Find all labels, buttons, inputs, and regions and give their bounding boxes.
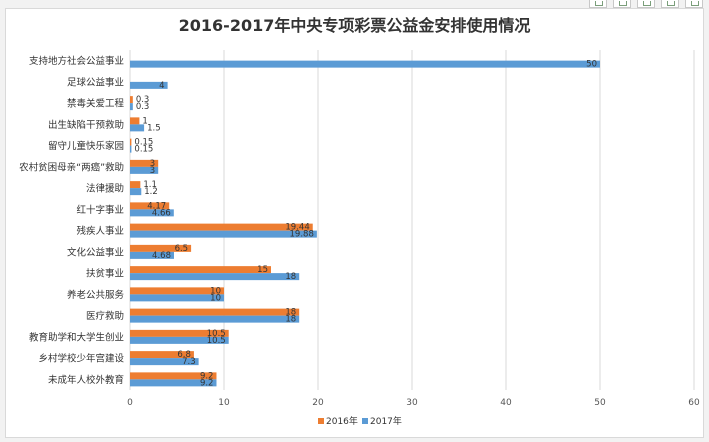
chart-toolbar <box>589 0 703 8</box>
data-label: 9.2 <box>200 378 214 388</box>
data-label: 15 <box>257 265 268 275</box>
bar-2017 <box>130 251 174 259</box>
data-label: 4.17 <box>147 201 166 211</box>
bar-2016 <box>130 202 170 210</box>
data-label: 0.3 <box>136 102 150 112</box>
category-label: 养老公共服务 <box>67 289 125 301</box>
category-label: 禁毒关爱工程 <box>67 98 125 110</box>
bar-2017 <box>130 103 133 111</box>
bar-2016 <box>130 287 224 295</box>
chart-tool-icon-3[interactable] <box>637 0 655 8</box>
legend-swatch <box>318 418 324 424</box>
category-label: 红十字事业 <box>76 204 124 216</box>
category-label: 医疗救助 <box>86 310 124 322</box>
category-label: 乡村学校少年宫建设 <box>38 353 124 365</box>
data-label: 18 <box>285 308 296 318</box>
bar-2017 <box>130 273 300 281</box>
bar-2016 <box>130 138 132 146</box>
data-label: 19.88 <box>290 230 314 240</box>
data-label: 3 <box>150 159 155 169</box>
data-label: 1 <box>142 116 147 126</box>
bar-2016 <box>130 181 141 189</box>
data-label: 0.15 <box>134 145 153 155</box>
legend-swatch <box>362 418 368 424</box>
category-label: 支持地方社会公益事业 <box>29 55 124 67</box>
category-label: 法律援助 <box>86 183 124 195</box>
bar-2016 <box>130 223 313 231</box>
chart-tool-icon-1[interactable] <box>589 0 607 8</box>
x-tick-label: 60 <box>688 398 700 408</box>
data-label: 4.68 <box>152 251 171 261</box>
bar-2017 <box>130 315 300 323</box>
category-label: 留守儿童快乐家园 <box>48 140 124 152</box>
bar-2017 <box>130 358 199 366</box>
chart-tool-icon-2[interactable] <box>613 0 631 8</box>
data-label: 18 <box>285 315 296 325</box>
chart-area <box>5 8 704 438</box>
bar-2016 <box>130 351 194 359</box>
x-tick-label: 20 <box>312 398 324 408</box>
data-label: 50 <box>586 60 597 70</box>
category-label: 足球公益事业 <box>67 76 124 88</box>
x-tick-label: 30 <box>406 398 418 408</box>
bar-2016 <box>130 266 271 274</box>
category-label: 出生缺陷干预救助 <box>48 119 124 131</box>
bar-2017 <box>130 188 142 196</box>
chart-title: 2016-2017年中央专项彩票公益金安排使用情况 <box>178 16 531 35</box>
data-label: 10.5 <box>207 336 226 346</box>
bar-2016 <box>130 96 133 104</box>
data-label: 18 <box>285 272 296 282</box>
bar-2017 <box>130 379 217 387</box>
data-label: 4.66 <box>152 208 171 218</box>
bar-2016 <box>130 329 229 337</box>
data-label: 0.15 <box>134 138 153 148</box>
bar-2017 <box>130 166 159 174</box>
data-label: 19.44 <box>285 223 309 233</box>
bar-2017 <box>130 294 224 302</box>
category-label: 扶贫事业 <box>86 268 124 280</box>
chart-tool-icon-5[interactable] <box>685 0 703 8</box>
data-label: 6.5 <box>175 244 189 254</box>
data-label: 4 <box>159 81 164 91</box>
bar-2017 <box>130 124 145 132</box>
x-tick-label: 50 <box>594 398 606 408</box>
data-label: 0.3 <box>136 95 150 105</box>
data-label: 7.3 <box>182 357 196 367</box>
bar-2016 <box>130 308 300 316</box>
bar-2016 <box>130 244 192 252</box>
chart-tool-icon-4[interactable] <box>661 0 679 8</box>
data-label: 9.2 <box>200 371 214 381</box>
data-label: 10 <box>210 286 221 296</box>
legend-label: 2016年 <box>326 415 358 427</box>
data-label: 10.5 <box>207 329 226 339</box>
category-label: 未成年人校外教育 <box>48 374 124 386</box>
bar-2017 <box>130 230 317 238</box>
bar-2017 <box>130 81 168 89</box>
bar-2017 <box>130 336 229 344</box>
category-label: 文化公益事业 <box>67 246 124 258</box>
category-label: 农村贫困母亲“两癌”救助 <box>19 161 124 173</box>
data-label: 6.8 <box>177 350 191 360</box>
bar-2016 <box>130 159 159 167</box>
data-label: 10 <box>210 293 221 303</box>
legend-label: 2017年 <box>370 415 402 427</box>
bar-2016 <box>130 117 140 125</box>
data-label: 1.5 <box>147 123 161 133</box>
data-label: 1.1 <box>143 180 157 190</box>
category-label: 残疾人事业 <box>76 225 124 237</box>
bar-2016 <box>130 372 217 380</box>
x-tick-label: 40 <box>500 398 512 408</box>
bar-2017 <box>130 60 600 68</box>
x-tick-label: 10 <box>218 398 230 408</box>
x-tick-label: 0 <box>127 398 133 408</box>
data-label: 1.2 <box>144 187 158 197</box>
bar-2017 <box>130 209 174 217</box>
data-label: 3 <box>150 166 155 176</box>
category-label: 教育助学和大学生创业 <box>29 331 124 343</box>
bar-2017 <box>130 145 132 153</box>
